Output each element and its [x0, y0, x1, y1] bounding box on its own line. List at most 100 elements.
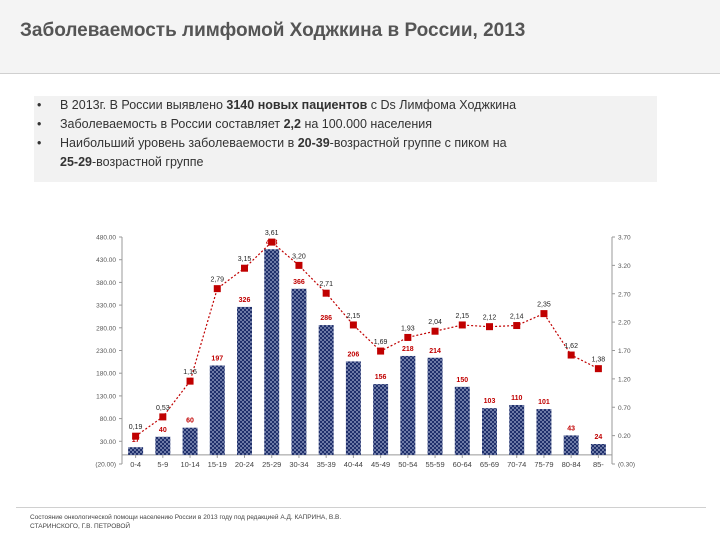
right-tick-label: 2.20 — [618, 320, 631, 327]
bullet-dot-icon: • — [37, 117, 42, 131]
line-series — [132, 238, 602, 440]
bullet-3-cont-text: -возрастной группе — [91, 155, 204, 169]
bar — [209, 365, 225, 455]
line-point — [322, 289, 330, 297]
x-tick-label: 80-84 — [562, 460, 581, 469]
bullet-1-bold: новых пациентов — [254, 98, 368, 112]
x-tick-label: 30-34 — [289, 460, 308, 469]
x-tick-label: 5-9 — [157, 460, 168, 469]
bullet-item-2: • Заболеваемость в России составляет 2,2… — [34, 115, 657, 134]
right-tick-label: 0.70 — [618, 405, 631, 412]
bar-value-label: 101 — [538, 399, 550, 406]
bar-value-label: 197 — [211, 355, 223, 362]
bar-value-label: 150 — [456, 377, 468, 384]
bar — [482, 408, 497, 455]
line-point — [295, 261, 303, 269]
x-tick-label: 35-39 — [317, 460, 336, 469]
line-point — [213, 285, 221, 293]
bar — [509, 404, 525, 455]
footer-source: Состояние онкологической помощи населени… — [30, 513, 390, 531]
bar — [182, 427, 198, 455]
bar-value-label: 286 — [320, 315, 332, 322]
bar — [427, 357, 443, 455]
x-tick-label: 60-64 — [453, 460, 472, 469]
x-tick-label: 55-59 — [425, 460, 444, 469]
line-point — [404, 333, 412, 341]
bullet-3-text-pre: Наибольший уровень заболеваемости в — [60, 136, 298, 150]
footer-line-1: Состояние онкологической помощи населени… — [30, 514, 342, 521]
bullet-list: • В 2013г. В России выявлено 3140 новых … — [34, 96, 657, 172]
incidence-chart: (20.00) 30.00 80.00 130.00 180.00 230.00 280.0… — [95, 230, 635, 469]
bar-value-label: 214 — [429, 348, 441, 355]
footer-line-2: СТАРИНСКОГО, Г.В. ПЕТРОВОЙ — [30, 523, 131, 530]
left-tick-label: 30.00 — [100, 439, 117, 446]
line-value-label: 2,04 — [428, 319, 442, 326]
bullet-2-text-pre: Заболеваемость в России составляет — [60, 117, 284, 131]
bar — [155, 436, 171, 455]
line-point — [159, 413, 167, 421]
line-value-label: 1,69 — [374, 339, 388, 346]
bullet-dot-icon: • — [37, 98, 42, 112]
line-value-label: 2,79 — [210, 277, 224, 284]
bar-value-label: 453 — [266, 239, 278, 246]
right-tick-label: 0.20 — [618, 433, 631, 440]
x-tick-label: 10-14 — [180, 460, 199, 469]
x-tick-label: 65-69 — [480, 460, 499, 469]
x-tick-label: 45-49 — [371, 460, 390, 469]
x-tick-label: 20-24 — [235, 460, 254, 469]
data-labels: 17 40 60 197 326 453 366 286 206 156 218 214 150 103 1… — [129, 230, 606, 444]
bar — [536, 409, 552, 455]
bar-value-label: 43 — [567, 425, 575, 432]
line-value-label: 2,35 — [537, 302, 551, 309]
bullet-item-3: • Наибольший уровень заболеваемости в 20… — [34, 134, 657, 172]
line-point — [377, 347, 385, 355]
left-tick-label: 430.00 — [96, 257, 116, 264]
line-point — [241, 264, 248, 272]
bullet-1-text-post: с Ds Лимфома Ходжкина — [367, 98, 517, 112]
bullet-dot-icon: • — [37, 136, 42, 150]
line-value-label: 1,38 — [592, 357, 606, 364]
line-value-label: 1,62 — [564, 343, 578, 350]
right-tick-label: 2.70 — [618, 291, 631, 298]
line-value-label: 0,53 — [156, 405, 170, 412]
bar — [128, 447, 144, 455]
bar — [345, 361, 361, 455]
bar-value-label: 206 — [348, 351, 360, 358]
line-point — [567, 351, 575, 359]
bar-value-label: 366 — [293, 279, 305, 286]
line-point — [132, 432, 140, 440]
left-tick-label: 330.00 — [96, 303, 116, 310]
line-point — [458, 321, 466, 329]
bar — [318, 325, 334, 455]
line-point — [486, 323, 493, 331]
left-tick-label: 80.00 — [100, 416, 117, 423]
left-tick-label: 180.00 — [96, 371, 116, 378]
bar-value-label: 40 — [159, 427, 167, 434]
bullet-2-text-post: на 100.000 населения — [300, 117, 432, 131]
line-point — [268, 238, 276, 246]
bar — [237, 306, 252, 455]
bar-value-label: 156 — [375, 374, 387, 381]
line-value-label: 1,16 — [183, 369, 197, 376]
line-point — [431, 327, 439, 335]
right-tick-label: 1.20 — [618, 376, 631, 383]
line-value-label: 3,15 — [238, 256, 252, 263]
x-tick-label: 0-4 — [130, 460, 141, 469]
bar — [373, 384, 389, 455]
bar — [291, 288, 307, 455]
x-tick-label: 85- — [593, 460, 604, 469]
bullet-item-1: • В 2013г. В России выявлено 3140 новых … — [34, 96, 657, 115]
bullet-3-text-post: -возрастной группе с пиком на — [329, 136, 507, 150]
bar — [264, 249, 280, 455]
left-tick-label: 280.00 — [96, 325, 116, 332]
bar-value-label: 17 — [132, 437, 140, 444]
bar-value-label: 218 — [402, 346, 414, 353]
bar-value-label: 326 — [239, 297, 251, 304]
line-value-label: 2,12 — [483, 315, 497, 322]
x-tick-label: 40-44 — [344, 460, 363, 469]
line-point — [186, 377, 194, 385]
x-tick-label: 50-54 — [398, 460, 417, 469]
right-tick-label: (0.30) — [618, 462, 635, 469]
line-point — [594, 365, 602, 373]
page-title: Заболеваемость лимфомой Ходжкина в Росси… — [20, 20, 526, 41]
